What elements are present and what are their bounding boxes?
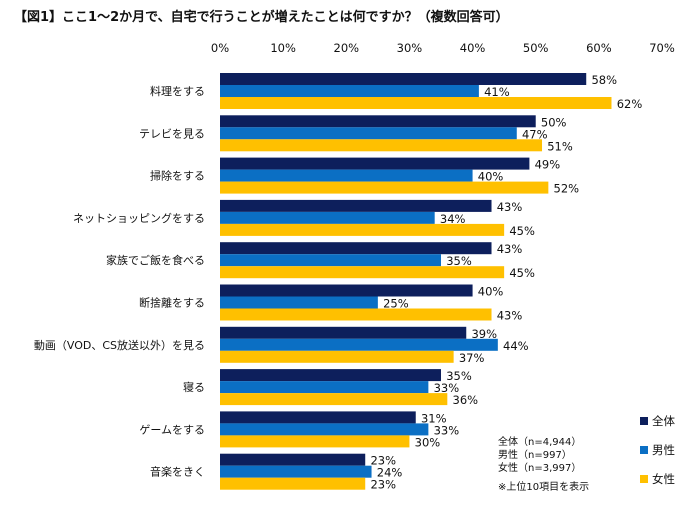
bar	[220, 423, 429, 436]
data-label: 37%	[459, 351, 485, 365]
x-tick-label: 40%	[460, 41, 486, 55]
note-total: 全体（n=4,944）	[498, 437, 582, 448]
data-label: 51%	[547, 139, 573, 153]
data-label: 41%	[484, 85, 510, 99]
bar	[220, 223, 505, 236]
legend-swatch	[640, 417, 648, 425]
data-label: 35%	[446, 369, 472, 383]
data-label: 23%	[370, 454, 396, 468]
data-label: 49%	[535, 158, 561, 172]
data-label: 44%	[503, 339, 529, 353]
data-label: 23%	[370, 478, 396, 492]
category-label: 料理をする	[150, 84, 205, 98]
bar	[220, 326, 467, 339]
data-label: 34%	[440, 212, 466, 226]
data-label: 45%	[509, 224, 535, 238]
data-label: 43%	[497, 242, 523, 256]
data-label: 62%	[617, 97, 643, 111]
data-label: 25%	[383, 297, 409, 311]
data-label: 50%	[541, 115, 567, 129]
bar	[220, 97, 612, 109]
bar	[220, 381, 429, 394]
legend: 全体 男性 女性	[640, 414, 675, 501]
x-tick-label: 70%	[649, 41, 675, 55]
bar	[220, 211, 435, 224]
note-male: 男性（n=997）	[498, 450, 572, 461]
data-label: 39%	[471, 327, 497, 341]
legend-item-male: 男性	[640, 443, 675, 457]
data-label: 43%	[497, 309, 523, 323]
bar	[220, 127, 517, 140]
data-label: 40%	[478, 285, 504, 299]
bar	[220, 465, 372, 478]
x-tick-label: 0%	[211, 41, 229, 55]
category-label: 寝る	[183, 380, 205, 394]
legend-swatch	[640, 446, 648, 454]
bar	[220, 115, 536, 128]
bar	[220, 350, 454, 363]
data-label: 35%	[446, 254, 472, 268]
note-top10: ※上位10項目を表示	[498, 482, 590, 493]
x-tick-label: 60%	[586, 41, 612, 55]
bar	[220, 338, 498, 351]
category-label: ネットショッピングをする	[73, 211, 205, 225]
bar	[220, 453, 366, 466]
bar	[220, 242, 492, 255]
bar	[220, 85, 479, 97]
category-label: 音楽をきく	[150, 465, 205, 479]
data-label: 30%	[415, 435, 441, 449]
x-tick-label: 30%	[397, 41, 423, 55]
category-label: 断捨離をする	[139, 296, 205, 310]
category-label: 掃除をする	[150, 169, 205, 183]
data-label: 31%	[421, 411, 447, 425]
x-tick-label: 10%	[270, 41, 296, 55]
bar	[220, 139, 543, 152]
bar	[220, 477, 366, 490]
bar	[220, 169, 473, 182]
bar	[220, 181, 549, 194]
sample-notes: 全体（n=4,944） 男性（n=997） 女性（n=3,997） ※上位10項…	[498, 436, 589, 494]
category-label: 動画（VOD、CS放送以外）を見る	[34, 338, 205, 352]
legend-label: 男性	[652, 443, 675, 457]
data-label: 52%	[554, 182, 580, 196]
legend-item-female: 女性	[640, 472, 675, 486]
data-label: 40%	[478, 170, 504, 184]
category-label: テレビを見る	[139, 127, 205, 140]
category-label: ゲームをする	[139, 423, 205, 436]
bar	[220, 254, 441, 267]
data-label: 47%	[522, 127, 548, 141]
data-label: 45%	[509, 266, 535, 280]
bar	[220, 73, 587, 85]
bar	[220, 411, 416, 424]
bar	[220, 435, 410, 448]
data-label: 36%	[453, 393, 479, 407]
x-tick-label: 50%	[523, 41, 549, 55]
legend-label: 女性	[652, 472, 675, 486]
note-female: 女性（n=3,997）	[498, 463, 582, 474]
bar	[220, 199, 492, 212]
bar	[220, 157, 530, 170]
legend-swatch	[640, 475, 648, 483]
legend-label: 全体	[652, 414, 675, 428]
bar	[220, 296, 378, 309]
bar	[220, 308, 492, 321]
chart-title: 【図1】ここ1～2か月で、自宅で行うことが増えたことは何ですか？（複数回答可）	[14, 10, 509, 25]
data-label: 33%	[434, 381, 460, 395]
bar	[220, 284, 473, 297]
data-label: 43%	[497, 200, 523, 214]
bar	[220, 393, 448, 406]
data-label: 58%	[591, 73, 617, 87]
data-label: 24%	[377, 466, 403, 480]
legend-item-total: 全体	[640, 414, 675, 428]
bar	[220, 369, 441, 382]
data-label: 33%	[434, 423, 460, 437]
category-label: 家族でご飯を食べる	[106, 253, 205, 267]
x-tick-label: 20%	[334, 41, 360, 55]
bar	[220, 266, 505, 279]
